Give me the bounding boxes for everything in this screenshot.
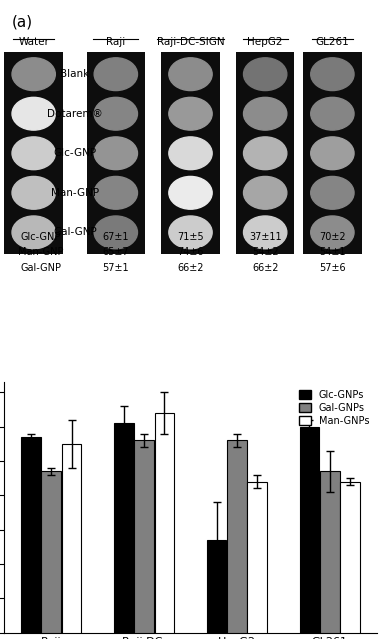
Circle shape [311, 58, 354, 91]
FancyBboxPatch shape [5, 91, 63, 136]
Text: Water: Water [18, 38, 49, 47]
Circle shape [12, 176, 55, 209]
Text: Man-GNP: Man-GNP [51, 188, 99, 198]
Bar [227, 440, 247, 639]
Circle shape [12, 137, 55, 170]
Circle shape [169, 97, 212, 130]
FancyBboxPatch shape [161, 91, 220, 136]
Circle shape [243, 176, 287, 209]
Bar [320, 472, 340, 639]
FancyBboxPatch shape [5, 171, 63, 215]
Text: GL261: GL261 [315, 38, 349, 47]
Text: Dotarem®: Dotarem® [47, 109, 102, 119]
Text: 66±2: 66±2 [177, 263, 204, 273]
FancyBboxPatch shape [236, 131, 295, 175]
Bar [299, 427, 319, 639]
Circle shape [169, 58, 212, 91]
FancyBboxPatch shape [86, 131, 145, 175]
Text: Glc-GNP: Glc-GNP [21, 231, 61, 242]
Text: Man-GNP: Man-GNP [18, 247, 64, 257]
Bar [134, 440, 154, 639]
Circle shape [94, 216, 138, 249]
FancyBboxPatch shape [86, 52, 145, 96]
Circle shape [169, 216, 212, 249]
FancyBboxPatch shape [5, 52, 63, 96]
Circle shape [94, 176, 138, 209]
Text: 57±1: 57±1 [102, 263, 129, 273]
Circle shape [169, 137, 212, 170]
Circle shape [12, 97, 55, 130]
Text: 71±5: 71±5 [177, 231, 204, 242]
Bar [207, 540, 226, 639]
Circle shape [94, 58, 138, 91]
Text: Gal-GNP: Gal-GNP [21, 263, 62, 273]
Circle shape [243, 137, 287, 170]
Text: Gal-GNP: Gal-GNP [53, 227, 97, 237]
Text: Raji-DC-SIGN: Raji-DC-SIGN [157, 38, 224, 47]
Circle shape [12, 58, 55, 91]
Circle shape [311, 137, 354, 170]
Bar [114, 423, 133, 639]
FancyBboxPatch shape [86, 91, 145, 136]
FancyBboxPatch shape [86, 171, 145, 215]
FancyBboxPatch shape [161, 52, 220, 96]
FancyBboxPatch shape [236, 210, 295, 254]
Bar [21, 437, 41, 639]
FancyBboxPatch shape [303, 52, 362, 96]
Text: 70±2: 70±2 [319, 231, 346, 242]
FancyBboxPatch shape [303, 91, 362, 136]
Circle shape [169, 176, 212, 209]
Text: Raji: Raji [106, 38, 125, 47]
FancyBboxPatch shape [303, 171, 362, 215]
FancyBboxPatch shape [161, 171, 220, 215]
FancyBboxPatch shape [86, 210, 145, 254]
Text: 57±6: 57±6 [319, 263, 346, 273]
Text: HepG2: HepG2 [247, 38, 283, 47]
Circle shape [311, 176, 354, 209]
Bar [248, 482, 267, 639]
FancyBboxPatch shape [303, 131, 362, 175]
Circle shape [311, 216, 354, 249]
FancyBboxPatch shape [236, 91, 295, 136]
Circle shape [12, 216, 55, 249]
Bar [155, 413, 174, 639]
Text: 74±6: 74±6 [177, 247, 204, 257]
Circle shape [243, 58, 287, 91]
Bar [340, 482, 360, 639]
FancyBboxPatch shape [236, 171, 295, 215]
Legend: Glc-GNPs, Gal-GNPs, Man-GNPs: Glc-GNPs, Gal-GNPs, Man-GNPs [296, 387, 372, 429]
Circle shape [311, 97, 354, 130]
Bar [41, 472, 61, 639]
Bar [62, 444, 82, 639]
Circle shape [94, 137, 138, 170]
FancyBboxPatch shape [161, 210, 220, 254]
Circle shape [94, 97, 138, 130]
Circle shape [243, 216, 287, 249]
FancyBboxPatch shape [5, 210, 63, 254]
FancyBboxPatch shape [5, 131, 63, 175]
Text: 66±2: 66±2 [252, 263, 279, 273]
Text: 37±11: 37±11 [249, 231, 282, 242]
FancyBboxPatch shape [303, 210, 362, 254]
Circle shape [243, 97, 287, 130]
Text: 54±2: 54±2 [252, 247, 279, 257]
FancyBboxPatch shape [236, 52, 295, 96]
Text: Glc-GNP: Glc-GNP [53, 148, 96, 158]
Text: (a): (a) [11, 15, 32, 30]
FancyBboxPatch shape [161, 131, 220, 175]
Text: 54±1: 54±1 [319, 247, 346, 257]
Text: Blank: Blank [60, 69, 90, 79]
Text: 65±7: 65±7 [102, 247, 129, 257]
Text: 67±1: 67±1 [102, 231, 129, 242]
